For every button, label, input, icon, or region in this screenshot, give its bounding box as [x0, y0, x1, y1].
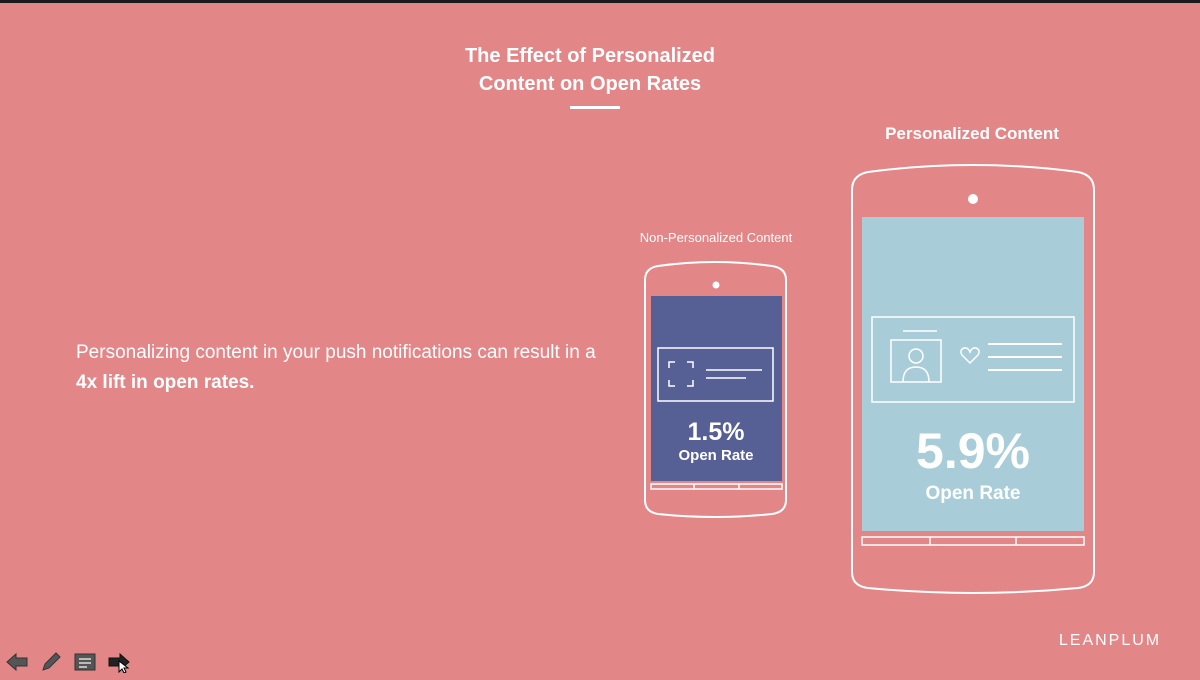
notes-icon: [74, 653, 96, 671]
small-phone-nav-bar: [650, 483, 783, 490]
large-phone: [851, 164, 1095, 594]
title-underline: [570, 106, 620, 109]
slide-title: The Effect of Personalized Content on Op…: [400, 42, 780, 98]
pen-button[interactable]: [38, 649, 64, 675]
pointer-icon: [108, 652, 130, 673]
small-phone: [644, 261, 787, 518]
back-button[interactable]: [4, 649, 30, 675]
presentation-toolbar: [4, 648, 132, 676]
heart-icon: [960, 347, 980, 365]
large-phone-camera: [968, 194, 978, 204]
small-open-rate-value: 1.5%: [687, 418, 745, 446]
small-image-placeholder-icon: [668, 361, 694, 387]
back-arrow-icon: [6, 652, 28, 672]
slide-title-line-1: The Effect of Personalized: [464, 45, 716, 67]
slide-title-line-2: Content on Open Rates: [478, 73, 702, 95]
non-personalized-label: Non-Personalized Content: [639, 230, 793, 245]
profile-photo-icon: [890, 330, 942, 383]
large-phone-nav-bar: [861, 536, 1085, 546]
large-open-rate-value: 5.9%: [916, 423, 1030, 479]
large-notification-card: [871, 316, 1075, 403]
pen-icon: [42, 652, 61, 671]
notes-button[interactable]: [72, 649, 98, 675]
personalized-label: Personalized Content: [885, 124, 1059, 143]
small-open-rate-label: Open Rate: [678, 447, 754, 464]
body-text-regular: Personalizing content in your push notif…: [76, 342, 596, 363]
small-notification-card: [657, 347, 774, 402]
body-text: Personalizing content in your push notif…: [76, 338, 596, 398]
small-phone-camera: [712, 281, 720, 289]
small-phone-screen: [651, 296, 782, 481]
large-phone-screen: [862, 217, 1084, 531]
forward-button[interactable]: [106, 649, 132, 675]
top-border: [0, 0, 1200, 3]
leanplum-logo: LEANPLUM: [1058, 632, 1162, 649]
body-text-bold: 4x lift in open rates.: [76, 372, 255, 393]
large-open-rate-label: Open Rate: [925, 483, 1021, 504]
